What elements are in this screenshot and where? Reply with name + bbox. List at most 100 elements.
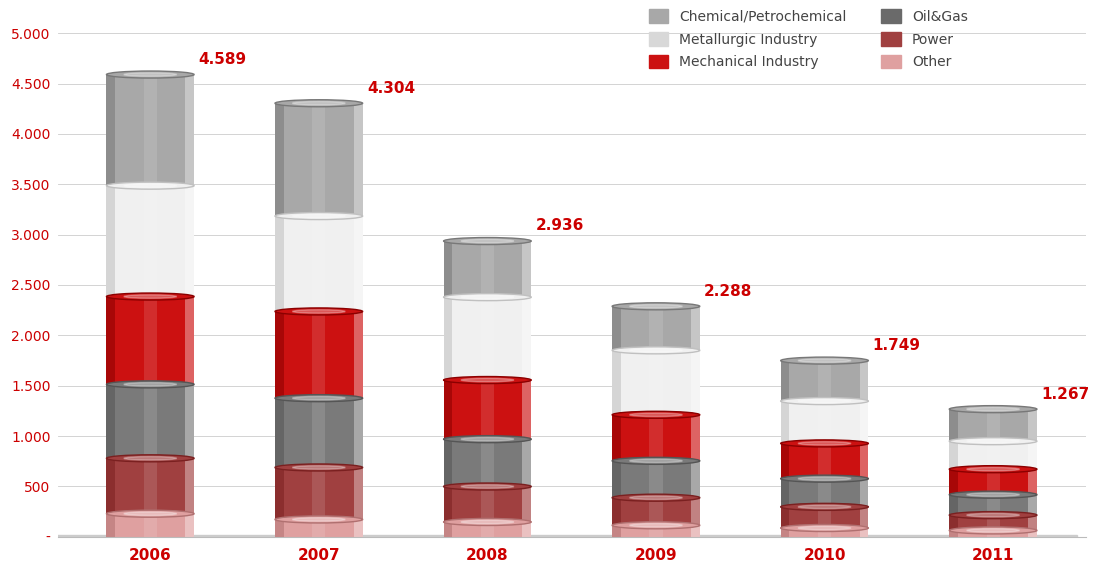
Bar bbox=[612, 498, 700, 525]
Bar bbox=[185, 458, 194, 514]
Bar bbox=[950, 530, 1037, 537]
Bar bbox=[275, 312, 362, 398]
Bar bbox=[612, 415, 700, 461]
Ellipse shape bbox=[781, 533, 869, 540]
Bar bbox=[781, 443, 790, 479]
Bar bbox=[986, 515, 999, 530]
Ellipse shape bbox=[629, 305, 683, 308]
Bar bbox=[781, 507, 790, 528]
Ellipse shape bbox=[461, 239, 514, 243]
Ellipse shape bbox=[124, 512, 176, 515]
Ellipse shape bbox=[950, 511, 1037, 519]
Bar bbox=[353, 216, 362, 312]
Text: 4.304: 4.304 bbox=[367, 81, 416, 96]
Bar bbox=[312, 103, 326, 216]
Bar bbox=[860, 360, 869, 401]
Bar bbox=[649, 461, 663, 498]
Ellipse shape bbox=[461, 378, 514, 382]
Bar bbox=[781, 479, 790, 507]
Bar bbox=[523, 487, 531, 522]
Bar bbox=[649, 415, 663, 461]
Bar bbox=[443, 241, 531, 297]
Ellipse shape bbox=[461, 296, 514, 299]
Ellipse shape bbox=[798, 400, 851, 403]
Bar bbox=[275, 519, 284, 537]
Bar bbox=[144, 385, 157, 458]
Ellipse shape bbox=[950, 533, 1037, 540]
Bar bbox=[443, 439, 531, 487]
Bar bbox=[950, 441, 958, 469]
Ellipse shape bbox=[275, 516, 362, 523]
Ellipse shape bbox=[461, 485, 514, 488]
Bar bbox=[860, 507, 869, 528]
Bar bbox=[612, 307, 620, 350]
Ellipse shape bbox=[950, 437, 1037, 445]
Bar bbox=[106, 458, 115, 514]
Bar bbox=[950, 515, 958, 530]
Bar bbox=[106, 385, 194, 458]
Ellipse shape bbox=[950, 491, 1037, 498]
Ellipse shape bbox=[124, 73, 176, 76]
Bar bbox=[612, 525, 700, 537]
Bar bbox=[144, 185, 157, 297]
Bar bbox=[443, 439, 452, 487]
Bar bbox=[481, 380, 494, 439]
Ellipse shape bbox=[798, 505, 851, 509]
Bar bbox=[481, 297, 494, 380]
Bar bbox=[691, 307, 700, 350]
Text: 4.589: 4.589 bbox=[198, 52, 247, 67]
Bar bbox=[443, 522, 452, 537]
Ellipse shape bbox=[106, 293, 194, 300]
Bar bbox=[612, 525, 620, 537]
Ellipse shape bbox=[781, 440, 869, 447]
Bar bbox=[275, 312, 284, 398]
Ellipse shape bbox=[629, 413, 683, 417]
Bar bbox=[49, 536, 1077, 541]
Bar bbox=[986, 495, 999, 515]
Bar bbox=[781, 528, 869, 537]
Bar bbox=[443, 487, 452, 522]
Bar bbox=[649, 307, 663, 350]
Ellipse shape bbox=[443, 294, 531, 301]
Bar bbox=[612, 307, 700, 350]
Bar bbox=[275, 398, 362, 467]
Bar bbox=[1028, 495, 1037, 515]
Bar bbox=[443, 241, 452, 297]
Bar bbox=[691, 461, 700, 498]
Bar bbox=[312, 398, 326, 467]
Bar bbox=[106, 185, 115, 297]
Ellipse shape bbox=[781, 357, 869, 364]
Ellipse shape bbox=[967, 513, 1019, 517]
Ellipse shape bbox=[443, 483, 531, 490]
Ellipse shape bbox=[443, 377, 531, 383]
Bar bbox=[986, 469, 999, 495]
Ellipse shape bbox=[124, 383, 176, 386]
Ellipse shape bbox=[798, 359, 851, 362]
Bar bbox=[818, 360, 831, 401]
Ellipse shape bbox=[461, 520, 514, 523]
Bar bbox=[649, 498, 663, 525]
Bar bbox=[818, 507, 831, 528]
Ellipse shape bbox=[612, 494, 700, 501]
Bar bbox=[275, 467, 284, 519]
Bar bbox=[353, 398, 362, 467]
Bar bbox=[312, 519, 326, 537]
Ellipse shape bbox=[443, 238, 531, 245]
Bar bbox=[649, 525, 663, 537]
Ellipse shape bbox=[124, 456, 176, 460]
Ellipse shape bbox=[293, 518, 345, 521]
Ellipse shape bbox=[629, 459, 683, 463]
Bar bbox=[950, 495, 1037, 515]
Bar bbox=[185, 297, 194, 385]
Bar bbox=[443, 380, 531, 439]
Bar bbox=[781, 528, 790, 537]
Ellipse shape bbox=[629, 523, 683, 527]
Bar bbox=[312, 312, 326, 398]
Ellipse shape bbox=[275, 212, 362, 220]
Bar bbox=[986, 441, 999, 469]
Bar bbox=[612, 415, 620, 461]
Bar bbox=[275, 103, 362, 216]
Bar bbox=[106, 297, 115, 385]
Bar bbox=[649, 350, 663, 415]
Bar bbox=[275, 398, 284, 467]
